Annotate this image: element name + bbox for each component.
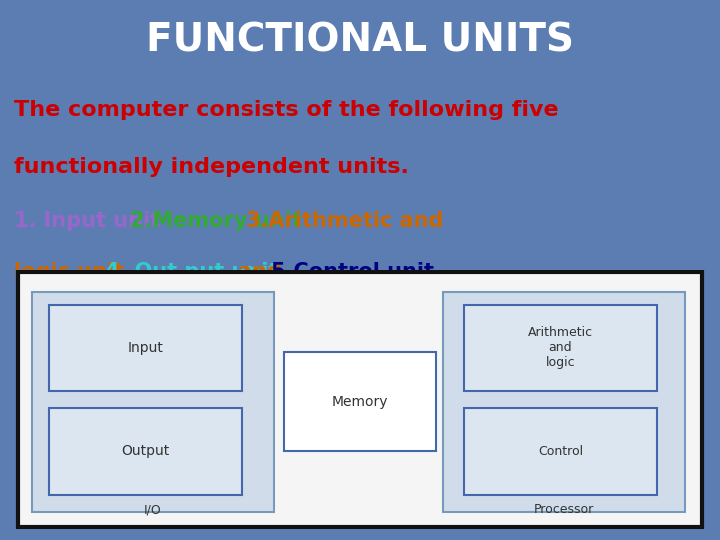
Text: 1. Input unit: 1. Input unit — [14, 211, 168, 231]
Text: 5.Control unit: 5.Control unit — [271, 262, 434, 282]
Text: Output: Output — [122, 444, 170, 458]
Bar — [49, 408, 243, 495]
Bar — [284, 352, 436, 451]
Bar — [443, 292, 685, 512]
Bar — [49, 305, 243, 391]
Text: Memory: Memory — [332, 395, 388, 409]
Text: 2.Memory unit: 2.Memory unit — [130, 211, 309, 231]
Text: FUNCTIONAL UNITS: FUNCTIONAL UNITS — [146, 22, 574, 59]
Text: Input: Input — [127, 341, 163, 355]
Text: Processor: Processor — [534, 503, 594, 516]
Text: and: and — [238, 262, 289, 282]
Text: Control: Control — [538, 445, 583, 458]
Text: functionally independent units.: functionally independent units. — [14, 157, 409, 177]
Text: 4. Out put unit: 4. Out put unit — [105, 262, 286, 282]
Text: I/O: I/O — [144, 503, 161, 516]
Bar — [32, 292, 274, 512]
Text: Arithmetic
and
logic: Arithmetic and logic — [528, 326, 593, 369]
Text: 3.Arithmetic and: 3.Arithmetic and — [246, 211, 444, 231]
Text: The computer consists of the following five: The computer consists of the following f… — [14, 100, 559, 120]
Text: logic unit: logic unit — [14, 262, 132, 282]
Bar — [464, 305, 657, 391]
Bar — [464, 408, 657, 495]
